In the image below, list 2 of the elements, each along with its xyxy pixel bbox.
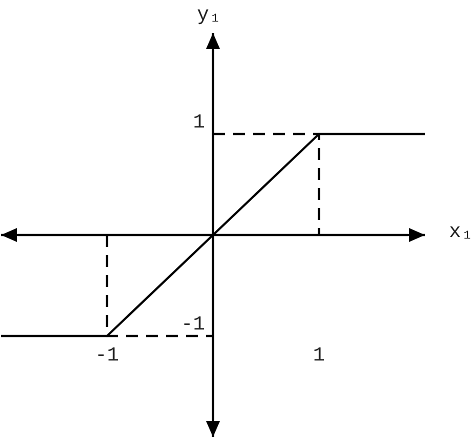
y-axis-title: y₁ xyxy=(196,4,222,27)
x-axis-title: x₁ xyxy=(449,221,474,244)
